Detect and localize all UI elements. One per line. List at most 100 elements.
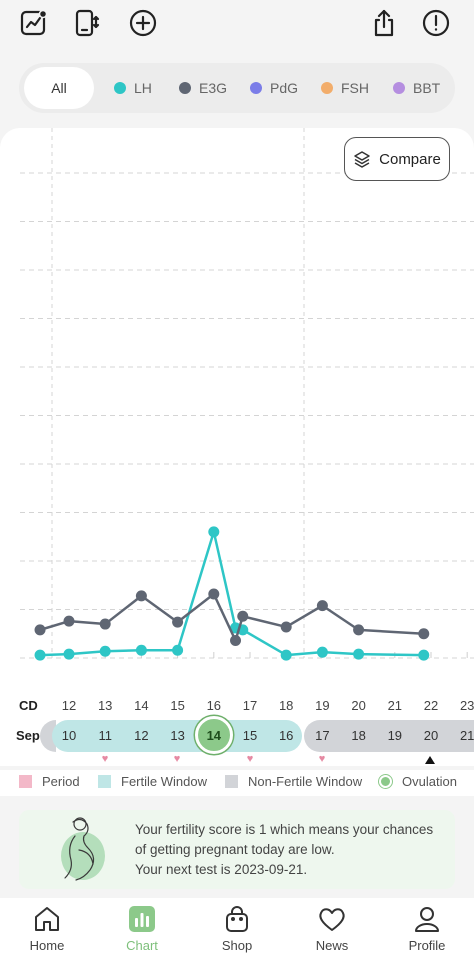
- pdg-dot-icon: [250, 82, 262, 94]
- date-number[interactable]: 17: [315, 728, 330, 743]
- date-number[interactable]: 21: [459, 728, 474, 743]
- cycle-day-strip[interactable]: CD Sep 12 13 14 15 16 17 18 19 20 21 22 23 10 11 12 13…: [0, 686, 474, 766]
- date-number[interactable]: 12: [134, 728, 149, 743]
- filter-pdg[interactable]: PdG: [250, 67, 298, 109]
- device-sync-icon[interactable]: [74, 8, 104, 38]
- score-line: Your fertility score is 1 which means yo…: [135, 822, 434, 837]
- trend-chart-icon[interactable]: [19, 8, 49, 38]
- ovulation-swatch-icon: [379, 775, 392, 788]
- legend-period: Period: [19, 774, 80, 789]
- compare-button[interactable]: Compare: [344, 137, 450, 181]
- layers-icon: [354, 151, 370, 168]
- info-alert-icon[interactable]: [421, 8, 451, 38]
- e3g-point: [34, 624, 46, 636]
- fertile-swatch-icon: [98, 775, 111, 788]
- lh-point: [353, 648, 365, 660]
- share-icon[interactable]: [369, 8, 399, 38]
- next-test-line: Your next test is 2023-09-21.: [135, 862, 308, 877]
- filter-label: PdG: [270, 80, 299, 96]
- legend-label: Ovulation: [402, 774, 457, 789]
- filter-label: All: [51, 80, 67, 96]
- score-line: of getting pregnant today are low.: [135, 842, 335, 857]
- lh-point: [172, 644, 184, 656]
- e3g-point: [172, 616, 184, 628]
- period-heart-icon: ♥: [246, 753, 254, 765]
- e3g-dot-icon: [179, 82, 191, 94]
- cycle-day-number: 12: [61, 698, 77, 713]
- cycle-day-number: 23: [459, 698, 474, 713]
- cycle-day-number: 16: [206, 698, 222, 713]
- e3g-point: [353, 624, 365, 636]
- cycle-day-number: 20: [351, 698, 366, 713]
- today-marker-icon: [425, 756, 435, 764]
- date-number[interactable]: 16: [278, 728, 294, 743]
- e3g-point: [418, 628, 430, 640]
- filter-label: FSH: [341, 80, 369, 96]
- fertility-score-card: Your fertility score is 1 which means yo…: [19, 810, 455, 889]
- e3g-point: [237, 610, 249, 622]
- e3g-point: [99, 618, 111, 630]
- filter-bbt[interactable]: BBT: [393, 67, 440, 109]
- date-number[interactable]: 15: [242, 728, 258, 743]
- nav-home[interactable]: Home: [12, 904, 82, 953]
- e3g-point: [316, 600, 328, 612]
- e3g-point: [135, 590, 147, 602]
- cycle-day-label: CD: [19, 698, 38, 713]
- nav-label: Home: [29, 938, 65, 953]
- legend-label: Non-Fertile Window: [248, 774, 363, 789]
- filter-label: BBT: [413, 80, 441, 96]
- e3g-point: [63, 615, 75, 627]
- non-fertile-window-band: [304, 720, 474, 752]
- filter-label: E3G: [199, 80, 228, 96]
- non-fertile-swatch-icon: [225, 775, 238, 788]
- heart-chat-icon: [319, 908, 345, 931]
- nav-label: Chart: [126, 938, 158, 953]
- filter-fsh[interactable]: FSH: [321, 67, 369, 109]
- fertile-window-band: [52, 720, 302, 752]
- cycle-day-number: 15: [170, 698, 185, 713]
- non-fertile-band-left: [40, 720, 56, 752]
- lh-point: [280, 649, 292, 661]
- fsh-dot-icon: [321, 82, 333, 94]
- ovulation-date[interactable]: 14: [194, 716, 233, 754]
- lh-point: [99, 645, 111, 657]
- legend-label: Period: [42, 774, 80, 789]
- cycle-day-number: 19: [315, 698, 330, 713]
- date-number[interactable]: 19: [387, 728, 403, 743]
- hormone-chart[interactable]: [0, 128, 474, 686]
- chart-legend: Period Fertile Window Non-Fertile Window…: [0, 770, 474, 796]
- period-heart-icon: ♥: [173, 753, 181, 765]
- period-heart-icon: ♥: [318, 753, 326, 765]
- cycle-day-number: 22: [423, 698, 439, 713]
- cycle-day-number: 18: [278, 698, 294, 713]
- compare-label: Compare: [379, 150, 441, 168]
- month-label: Sep: [16, 728, 40, 743]
- filter-e3g[interactable]: E3G: [179, 67, 227, 109]
- lh-point: [208, 526, 220, 538]
- nav-profile[interactable]: Profile: [392, 904, 462, 953]
- person-icon: [415, 907, 439, 932]
- filter-label: LH: [134, 80, 152, 96]
- lh-dot-icon: [114, 82, 126, 94]
- e3g-point: [230, 635, 242, 647]
- date-number[interactable]: 11: [98, 728, 112, 743]
- nav-label: Profile: [408, 938, 446, 953]
- filter-all[interactable]: All: [24, 67, 94, 109]
- period-swatch-icon: [19, 775, 32, 788]
- shopping-bag-icon: [226, 906, 248, 932]
- lh-point: [316, 646, 328, 658]
- date-number[interactable]: 20: [423, 728, 439, 743]
- lh-point: [418, 649, 430, 661]
- legend-fertile: Fertile Window: [98, 774, 207, 789]
- fertility-score-text: Your fertility score is 1 which means yo…: [135, 820, 445, 880]
- nav-shop[interactable]: Shop: [202, 904, 272, 953]
- filter-lh[interactable]: LH: [114, 67, 152, 109]
- lh-line: [39, 530, 424, 657]
- date-number[interactable]: 10: [61, 728, 77, 743]
- nav-chart[interactable]: Chart: [107, 904, 177, 953]
- bottom-navigation: Home Chart Shop News Profile: [0, 898, 474, 961]
- nav-news[interactable]: News: [297, 904, 367, 953]
- date-number[interactable]: 18: [351, 728, 366, 743]
- date-number[interactable]: 13: [170, 728, 185, 743]
- add-icon[interactable]: [128, 8, 158, 38]
